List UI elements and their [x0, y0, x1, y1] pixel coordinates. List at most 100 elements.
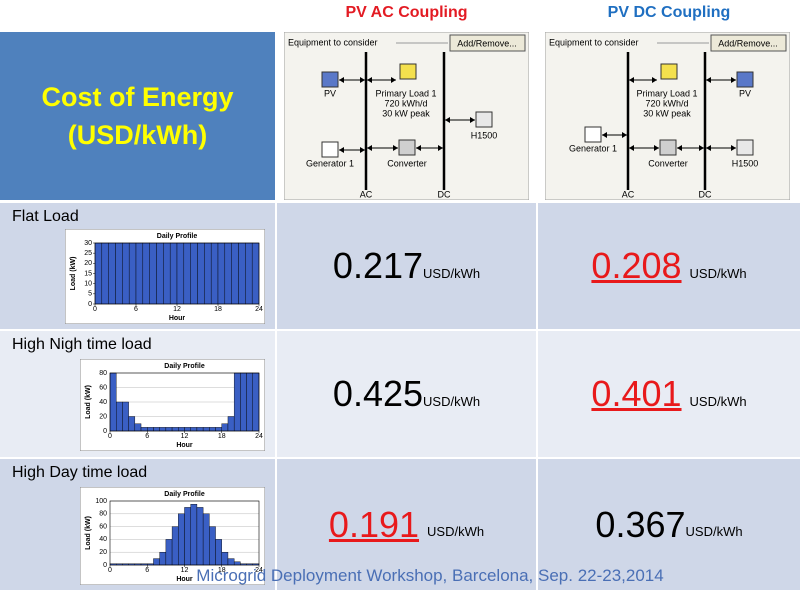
bar — [210, 242, 219, 305]
plot-border — [94, 242, 260, 305]
arrowhead — [654, 145, 659, 151]
x-tick-label: 24 — [255, 306, 263, 313]
x-tick-label: 6 — [145, 433, 149, 440]
cost-cell: 0.208 USD/kWh — [538, 203, 800, 329]
cost-value: 0.425 — [332, 373, 424, 414]
arrowhead — [731, 77, 736, 83]
y-tick-label: 0 — [103, 428, 107, 435]
arrowhead — [731, 145, 736, 151]
y-tick-label: 5 — [88, 291, 92, 298]
profile-chart: Daily Profile 0 5 10 15 20 25 30 0 6 12 18 24 Hour Loa… — [65, 229, 265, 324]
arrowhead — [629, 145, 634, 151]
bar — [196, 427, 204, 432]
cost-unit: USD/kWh — [689, 265, 747, 281]
bar — [227, 416, 235, 432]
bus-label: AC — [360, 189, 373, 199]
icon — [321, 141, 339, 158]
bar — [108, 242, 116, 305]
bar — [135, 242, 144, 305]
cell — [277, 331, 536, 457]
bar — [122, 242, 130, 305]
bar — [209, 526, 216, 566]
bar — [202, 427, 210, 432]
component-label: PV — [739, 88, 751, 98]
x-axis-label: Hour — [176, 576, 193, 583]
x-tick-label: 18 — [214, 306, 222, 313]
component-label: Generator 1 — [569, 143, 617, 153]
arrowhead — [677, 145, 682, 151]
bar — [147, 427, 154, 432]
component-label: PV — [324, 88, 336, 98]
icon — [736, 71, 754, 88]
bar — [245, 242, 253, 305]
bar — [251, 242, 260, 305]
bar — [101, 242, 109, 305]
bar — [227, 558, 235, 566]
column-title: PV AC Coupling — [345, 4, 468, 21]
button — [449, 34, 526, 52]
bar — [240, 372, 247, 432]
x-axis-label: Hour — [169, 315, 186, 322]
y-tick-label: 30 — [84, 240, 92, 247]
cost-unit: USD/kWh — [427, 524, 485, 539]
y-tick-label: 20 — [99, 413, 107, 420]
arrowhead — [393, 145, 398, 151]
arrowhead — [706, 77, 711, 83]
cell — [538, 203, 800, 329]
icon — [475, 111, 493, 128]
column-title: PV DC Coupling — [607, 4, 731, 21]
icon — [660, 63, 678, 80]
bar — [184, 427, 191, 432]
x-tick-label: 0 — [93, 306, 97, 313]
component-label: Converter — [648, 158, 688, 168]
bar — [109, 372, 117, 432]
profile-chart: Daily Profile 0 20 40 60 80 100 0 6 12 18 24 Hour Loa… — [80, 487, 265, 585]
cost-cell: 0.191 USD/kWh — [277, 459, 536, 590]
bar — [128, 416, 136, 432]
bus-label: DC — [699, 189, 712, 199]
bar — [190, 427, 198, 432]
arrowhead — [339, 147, 344, 153]
arrowhead — [470, 117, 475, 123]
header-title: (USD/kWh) — [67, 120, 208, 150]
bar — [233, 372, 241, 432]
bar — [184, 507, 191, 566]
bar — [209, 427, 216, 432]
bus-label: AC — [622, 189, 635, 199]
x-tick-label: 12 — [173, 306, 181, 313]
y-tick-label: 20 — [99, 549, 107, 556]
bar — [159, 551, 167, 566]
button-label: Add/Remove... — [457, 38, 517, 48]
y-tick-label: 0 — [103, 562, 107, 569]
arrowhead — [360, 147, 365, 153]
bar — [202, 513, 210, 566]
cost-unit: USD/kWh — [423, 265, 481, 281]
profile-chart: Daily Profile 0 20 40 60 80 0 6 12 18 24 Hour Load (… — [80, 359, 265, 451]
y-tick-label: 25 — [84, 250, 92, 257]
bar — [153, 558, 160, 566]
bar — [159, 427, 167, 432]
x-tick-label: 18 — [218, 567, 226, 574]
panel-heading: Equipment to consider — [288, 37, 378, 47]
cell — [538, 331, 800, 457]
y-axis-label: Load (kW) — [70, 257, 77, 291]
bar — [215, 539, 222, 566]
y-axis-label: Load (kW) — [85, 385, 92, 419]
bar — [140, 427, 148, 432]
bar — [165, 539, 173, 566]
arrowhead — [602, 132, 607, 138]
x-tick-label: 18 — [218, 433, 226, 440]
chart-title: Daily Profile — [157, 233, 198, 240]
arrowhead — [367, 145, 372, 151]
bar — [224, 242, 232, 305]
button-label: Add/Remove... — [718, 38, 778, 48]
x-tick-label: 12 — [181, 433, 189, 440]
y-tick-label: 80 — [99, 511, 107, 518]
bar — [156, 242, 164, 305]
bar — [196, 507, 204, 566]
component-label: Primary Load 1 — [636, 88, 697, 98]
icon — [736, 139, 754, 156]
bar — [190, 504, 198, 566]
y-tick-label: 40 — [99, 536, 107, 543]
